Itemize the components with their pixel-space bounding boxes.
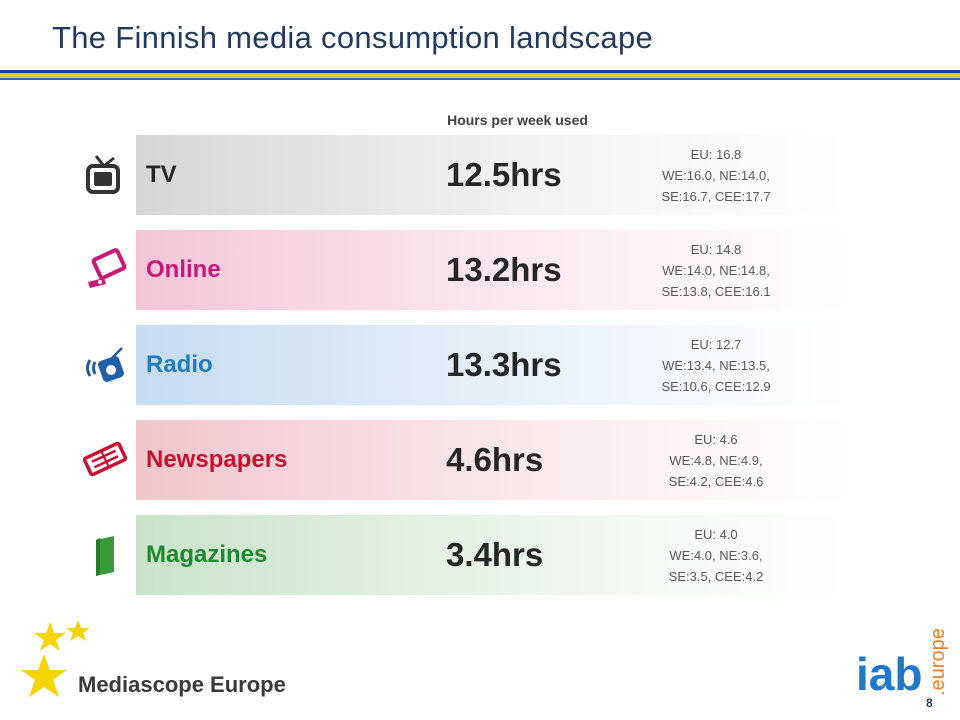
media-label: TV [146,161,177,188]
benchmark-regions-1: WE:4.8, NE:4.9, [669,453,763,468]
newspaper-icon [82,441,128,477]
page-title: The Finnish media consumption landscape [52,20,654,55]
media-row-online: Online 13.2hrs EU: 14.8 WE:14.0, NE:14.8… [136,230,848,310]
hours-value: 12.5hrs [446,156,562,193]
benchmark-eu: EU: 4.0 [694,527,738,542]
media-label: Newspapers [146,446,288,473]
hours-value: 13.2hrs [446,251,562,288]
benchmark-text: EU: 12.7 WE:13.4, NE:13.5, SE:10.6, CEE:… [616,334,816,397]
media-label: Radio [146,351,213,378]
header-divider [0,70,960,73]
page-number: 8 [926,696,933,710]
header-divider-accent [0,73,960,78]
star-icon [66,620,90,641]
benchmark-regions-2: SE:16.7, CEE:17.7 [661,189,771,204]
radio-icon [86,347,124,382]
magazine-icon [96,536,114,576]
iab-logo-suffix: .europe [927,628,949,696]
benchmark-text: EU: 4.0 WE:4.0, NE:3.6, SE:3.5, CEE:4.2 [616,524,816,587]
tv-icon [86,155,120,194]
media-label: Magazines [146,541,268,568]
benchmark-regions-1: WE:14.0, NE:14.8, [662,263,770,278]
benchmark-text: EU: 4.6 WE:4.8, NE:4.9, SE:4.2, CEE:4.6 [616,429,816,492]
laptop-icon [88,248,127,288]
star-icon [34,622,66,651]
media-label: Online [146,256,221,283]
hours-value: 13.3hrs [446,346,562,383]
brand-name: Mediascope Europe [78,672,286,697]
benchmark-eu: EU: 14.8 [690,242,742,257]
hours-value: 4.6hrs [446,441,544,478]
benchmark-regions-1: WE:13.4, NE:13.5, [662,358,770,373]
hours-value: 3.4hrs [446,536,544,573]
media-row-tv: TV 12.5hrs EU: 16.8 WE:16.0, NE:14.0, SE… [136,135,848,215]
benchmark-eu: EU: 16.8 [690,147,742,162]
media-row-newspapers: Newspapers 4.6hrs EU: 4.6 WE:4.8, NE:4.9… [136,420,848,500]
benchmark-regions-2: SE:13.8, CEE:16.1 [661,284,771,299]
media-row-magazines: Magazines 3.4hrs EU: 4.0 WE:4.0, NE:3.6,… [136,515,848,595]
header-divider-bottom [0,78,960,80]
benchmark-regions-2: SE:3.5, CEE:4.2 [668,569,764,584]
benchmark-regions-1: WE:16.0, NE:14.0, [662,168,770,183]
mediascope-europe-logo: Mediascope Europe [21,620,286,697]
benchmark-text: EU: 14.8 WE:14.0, NE:14.8, SE:13.8, CEE:… [616,239,816,302]
column-header: Hours per week used [447,112,588,128]
benchmark-eu: EU: 4.6 [694,432,738,447]
iab-logo-text: iab [856,648,922,700]
benchmark-regions-2: SE:4.2, CEE:4.6 [668,474,764,489]
media-row-radio: Radio 13.3hrs EU: 12.7 WE:13.4, NE:13.5,… [136,325,848,405]
benchmark-regions-1: WE:4.0, NE:3.6, [669,548,763,563]
benchmark-eu: EU: 12.7 [690,337,742,352]
star-icon [21,654,67,697]
benchmark-regions-2: SE:10.6, CEE:12.9 [661,379,771,394]
benchmark-text: EU: 16.8 WE:16.0, NE:14.0, SE:16.7, CEE:… [616,144,816,207]
iab-europe-logo: iab .europe [856,628,949,700]
